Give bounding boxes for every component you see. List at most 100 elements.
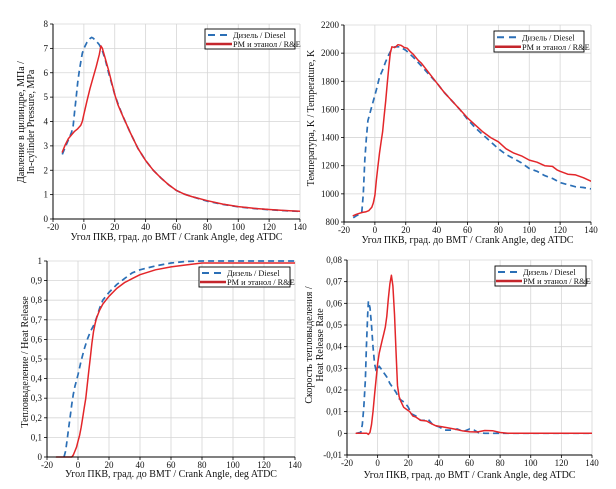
y-tick-label: 0,5 — [31, 354, 43, 364]
y-tick-label: 0,06 — [326, 298, 342, 308]
x-tick-label: 120 — [257, 460, 271, 470]
x-tick-label: 120 — [555, 458, 569, 468]
x-tick-label: 120 — [262, 222, 276, 232]
series-line-diesel — [352, 45, 591, 219]
y-tick-label: 0,05 — [326, 320, 342, 330]
y-tick-label: 0,8 — [31, 295, 43, 305]
legend-label-re: РМ и этанол / R&E — [227, 278, 295, 287]
y-tick-label: 1 — [38, 256, 43, 266]
x-tick-label: 40 — [432, 225, 442, 235]
y-tick-label: 0,7 — [31, 315, 43, 325]
y-tick-label: 0,03 — [326, 363, 342, 373]
x-tick-label: 120 — [553, 225, 567, 235]
x-tick-label: 100 — [232, 222, 246, 232]
x-tick-label: 80 — [494, 225, 504, 235]
series-line-re — [355, 274, 592, 436]
x-axis-label: Угол ПКВ, град. до ВМТ / Crank Angle, de… — [65, 469, 277, 480]
y-tick-label: 6 — [44, 68, 49, 78]
x-tick-label: -20 — [338, 225, 350, 235]
y-tick-label: 3 — [44, 141, 49, 151]
x-axis-label: Угол ПКВ, град. до ВМТ / Crank Angle, de… — [362, 235, 574, 246]
y-tick-label: 0,6 — [31, 334, 43, 344]
legend-label-re: РМ и этанол / R&E — [233, 40, 301, 49]
y-tick-label: 8 — [44, 19, 49, 29]
x-tick-label: 100 — [524, 458, 538, 468]
y-axis-label: Давление в цилиндре, МПа / — [16, 61, 27, 183]
x-tick-label: -20 — [47, 222, 59, 232]
y-axis-label: Тепловыделение / Heat Release — [20, 296, 31, 428]
y-tick-label: 7 — [44, 43, 49, 53]
series-line-re — [55, 262, 295, 458]
x-tick-label: -20 — [41, 460, 53, 470]
legend-label-diesel: Дизель / Diesel — [522, 33, 575, 42]
chart-panel-3: -20 0 20 40 60 80 100 120 14000,10,20,30,40,50,6… — [20, 256, 302, 480]
chart-panel-2: -20 0 20 40 60 80 100 120 140 800 1000 1200 1400 1600… — [306, 20, 598, 246]
y-axis-label: Heat Release Rate — [315, 308, 326, 382]
x-tick-label: 60 — [465, 458, 475, 468]
x-tick-label: 140 — [288, 460, 302, 470]
y-tick-label: 800 — [326, 217, 340, 227]
y-tick-label: 1 — [44, 190, 49, 200]
y-tick-label: 0,04 — [326, 342, 342, 352]
x-tick-label: 40 — [141, 222, 151, 232]
y-tick-label: 5 — [44, 92, 49, 102]
y-tick-label: 2000 — [321, 48, 340, 58]
y-tick-label: 4 — [44, 117, 49, 127]
x-tick-label: 80 — [496, 458, 506, 468]
x-tick-label: 80 — [203, 222, 213, 232]
x-tick-label: 140 — [293, 222, 307, 232]
x-tick-label: 0 — [375, 458, 380, 468]
y-axis-label: In-cylinder Pressure, MPa — [26, 69, 37, 174]
x-tick-label: 0 — [76, 460, 81, 470]
y-tick-label: 0,9 — [31, 276, 43, 286]
legend-label-diesel: Дизель / Diesel — [233, 31, 286, 40]
y-tick-label: 0 — [38, 452, 43, 462]
legend-label-diesel: Дизель / Diesel — [227, 269, 280, 278]
x-tick-label: 40 — [136, 460, 146, 470]
legend-label-re: РМ и этанол / R&E — [523, 277, 591, 286]
x-axis-label: Угол ПКВ, град. до ВМТ / Crank Angle, de… — [364, 470, 576, 481]
y-tick-label: 0,4 — [31, 374, 43, 384]
y-tick-label: 0,1 — [31, 432, 42, 442]
x-tick-label: 100 — [523, 225, 537, 235]
x-tick-label: 60 — [167, 460, 177, 470]
x-tick-label: 40 — [434, 458, 444, 468]
x-tick-label: 20 — [105, 460, 115, 470]
y-tick-label: 1800 — [321, 76, 340, 86]
y-tick-label: 1600 — [321, 104, 340, 114]
x-tick-label: 100 — [226, 460, 240, 470]
y-tick-label: 1000 — [321, 189, 340, 199]
x-tick-label: 80 — [198, 460, 208, 470]
y-tick-label: 0,3 — [31, 393, 43, 403]
chart-panel-4: -20 0 20 40 60 80 100 120 140 -0,01 0 0,01 0,02 0,03 0… — [304, 255, 599, 481]
y-tick-label: 0 — [44, 214, 49, 224]
x-tick-label: 20 — [110, 222, 120, 232]
y-tick-label: 0,2 — [31, 413, 42, 423]
y-tick-label: 0,08 — [326, 255, 342, 265]
x-axis-label: Угол ПКВ, град. до ВМТ / Crank Angle, de… — [71, 232, 283, 243]
x-tick-label: 20 — [404, 458, 414, 468]
y-tick-label: 2 — [44, 165, 49, 175]
y-tick-label: 0 — [338, 428, 343, 438]
x-tick-label: 0 — [373, 225, 378, 235]
y-tick-label: 1200 — [321, 161, 340, 171]
legend-label-re: РМ и этанол / R&E — [522, 43, 590, 52]
legend-label-diesel: Дизель / Diesel — [523, 268, 576, 277]
x-tick-label: 140 — [584, 225, 598, 235]
y-tick-label: 0,07 — [326, 277, 342, 287]
series-line-diesel — [63, 260, 295, 458]
series-line-re — [61, 45, 300, 212]
y-tick-label: 0,02 — [326, 385, 342, 395]
x-tick-label: 0 — [82, 222, 87, 232]
series-line-re — [352, 43, 591, 217]
x-tick-label: 140 — [585, 458, 599, 468]
y-tick-label: -0,01 — [323, 450, 342, 460]
x-tick-label: 60 — [172, 222, 182, 232]
y-tick-label: 2200 — [321, 20, 340, 30]
